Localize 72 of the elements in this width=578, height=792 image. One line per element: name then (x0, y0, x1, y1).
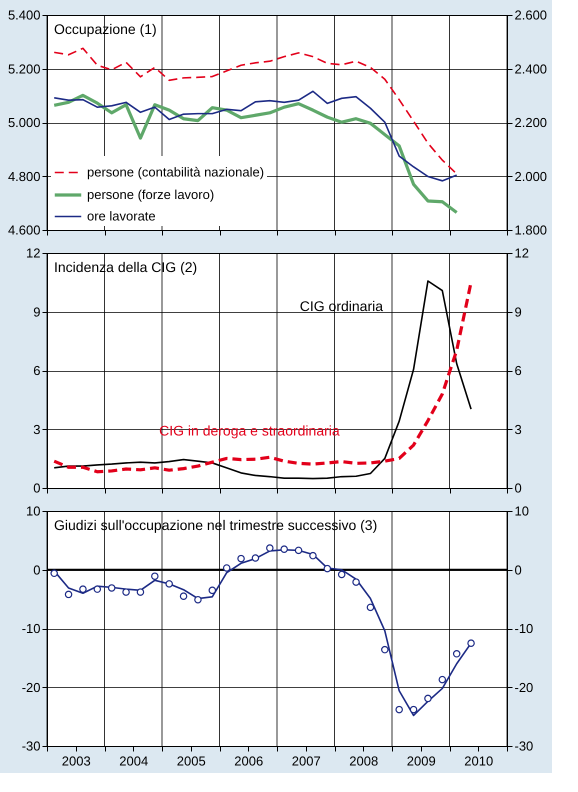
point (324, 564, 332, 572)
point (338, 570, 346, 578)
y-tick-label: 4.600 (8, 222, 40, 238)
y-tick-label: 9 (33, 304, 40, 320)
y-tick-label: 5.000 (8, 115, 40, 130)
point (294, 546, 302, 554)
y2-tick-label: 9 (514, 304, 522, 320)
point (452, 650, 460, 658)
y2-tick-label: 0 (514, 562, 522, 578)
line-series (53, 90, 458, 182)
y-tick-label: -20 (22, 680, 40, 695)
point (280, 545, 288, 553)
y2-tick-label: 6 (514, 363, 522, 378)
point (410, 706, 418, 714)
point (309, 552, 317, 560)
x-tick-label: 2003 (62, 754, 91, 768)
y2-tick-label: 2.200 (514, 115, 548, 130)
y-tick-label: 4.800 (8, 168, 40, 184)
y-tick-label: 5.200 (8, 61, 40, 76)
point (136, 588, 144, 596)
y-tick-label: 0 (33, 562, 40, 578)
point (165, 580, 173, 588)
x-tick-label: 2006 (234, 754, 264, 768)
y-tick-label: -30 (22, 738, 40, 754)
x-tick-label: 2007 (292, 754, 321, 768)
x-tick-label: 2005 (176, 754, 206, 768)
point (122, 588, 130, 596)
y-tick-label: 5.400 (8, 8, 40, 22)
point (352, 578, 360, 586)
point (252, 554, 260, 562)
y-tick-label: 10 (26, 504, 40, 518)
x-tick-label: 2004 (119, 754, 148, 768)
y-tick-label: -10 (22, 621, 40, 636)
point (94, 585, 102, 593)
point (395, 706, 403, 714)
x-tick-label: 2010 (464, 754, 494, 768)
point (151, 572, 159, 580)
point (222, 564, 230, 572)
point (266, 544, 274, 552)
point (467, 639, 475, 647)
y2-tick-label: 2.000 (514, 168, 548, 184)
point (108, 584, 116, 592)
legend-label: persone (contabilità nazionale) (87, 164, 264, 180)
y2-tick-label: 2.400 (514, 61, 548, 76)
point (64, 590, 72, 598)
y2-tick-label: -10 (514, 621, 534, 636)
y2-tick-label: 2.600 (514, 8, 548, 22)
y2-tick-label: 12 (514, 246, 529, 260)
point (381, 646, 389, 654)
x-tick-label: 2008 (349, 754, 378, 768)
point (366, 604, 374, 612)
point (79, 585, 87, 593)
legend-label: ore lavorate (87, 208, 156, 224)
y-tick-label: 3 (33, 422, 40, 437)
legend-label: persone (forze lavoro) (87, 187, 214, 202)
y-tick-label: 12 (26, 246, 40, 260)
point (438, 676, 446, 684)
y-tick-label: 6 (33, 363, 40, 378)
point (424, 694, 432, 702)
y2-tick-label: 0 (514, 480, 522, 496)
y2-tick-label: 1.800 (514, 222, 548, 238)
y2-tick-label: -30 (514, 738, 534, 754)
point (208, 586, 216, 594)
y2-tick-label: 10 (514, 504, 529, 518)
y2-tick-label: 3 (514, 422, 522, 437)
point (237, 554, 245, 562)
point (180, 592, 188, 600)
y2-tick-label: -20 (514, 680, 534, 695)
point (50, 570, 58, 578)
point (194, 596, 202, 604)
y-tick-label: 0 (33, 480, 40, 496)
x-tick-label: 2009 (406, 754, 436, 768)
